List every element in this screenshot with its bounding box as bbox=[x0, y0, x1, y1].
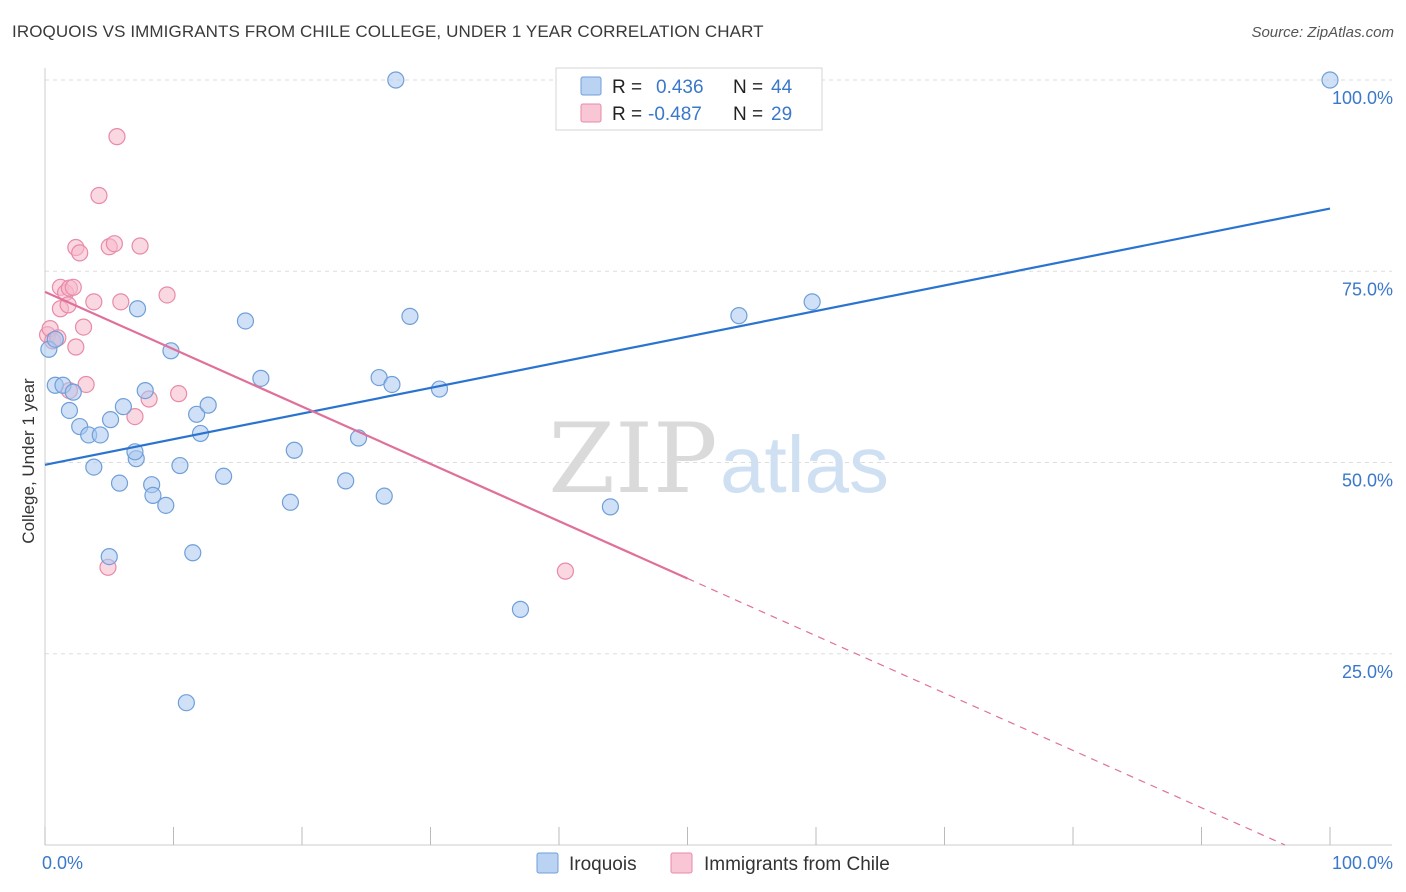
iroquois-point bbox=[110, 474, 129, 492]
legend-r-value: -0.487 bbox=[648, 104, 702, 125]
chile-point bbox=[158, 286, 176, 304]
iroquois-point bbox=[1321, 71, 1339, 89]
iroquois-point bbox=[46, 330, 64, 348]
iroquois-point bbox=[101, 411, 120, 429]
legend-box: R = 0.436 N = 44 R = -0.487 N = 29 bbox=[555, 67, 823, 131]
iroquois-point bbox=[199, 396, 217, 414]
chile-point bbox=[64, 278, 82, 296]
y-tick-label: 75.0% bbox=[1342, 279, 1393, 299]
iroquois-points bbox=[40, 71, 1339, 712]
bottom-legend-label-chile: Immigrants from Chile bbox=[704, 854, 890, 875]
iroquois-point bbox=[188, 405, 206, 423]
iroquois-point bbox=[144, 486, 162, 504]
chile-point bbox=[71, 244, 89, 262]
trend-lines bbox=[44, 207, 1331, 846]
bottom-legend: Iroquois Immigrants from Chile bbox=[536, 852, 890, 875]
chile-point bbox=[105, 235, 123, 253]
iroquois-point bbox=[157, 496, 175, 514]
chile-point bbox=[85, 293, 103, 311]
bottom-legend-label-iroquois: Iroquois bbox=[569, 854, 637, 875]
iroquois-point bbox=[114, 398, 132, 416]
watermark-zip: ZIP bbox=[548, 403, 717, 515]
legend-r-label: R = bbox=[612, 77, 642, 98]
chile-point bbox=[556, 562, 575, 580]
y-tick-label: 25.0% bbox=[1342, 662, 1393, 682]
chile-point bbox=[74, 318, 93, 336]
iroquois-point bbox=[64, 383, 82, 401]
x-tick-label: 100.0% bbox=[1332, 853, 1393, 873]
chile-point bbox=[108, 128, 126, 146]
tick-labels: 25.0% 50.0% 75.0% 100.0% 0.0% 100.0% bbox=[42, 88, 1393, 873]
iroquois-point bbox=[91, 426, 109, 444]
iroquois-point bbox=[803, 293, 821, 311]
legend-swatch-chile bbox=[580, 103, 602, 123]
legend-n-label: N = bbox=[733, 104, 763, 125]
iroquois-point bbox=[85, 458, 103, 476]
iroquois-point bbox=[171, 456, 189, 475]
iroquois-point bbox=[60, 401, 79, 420]
legend-n-value: 44 bbox=[771, 77, 793, 98]
iroquois-point bbox=[128, 300, 147, 318]
chile-point bbox=[112, 293, 130, 311]
iroquois-point bbox=[387, 71, 405, 89]
chart-title: IROQUOIS VS IMMIGRANTS FROM CHILE COLLEG… bbox=[12, 22, 764, 41]
iroquois-trend-line bbox=[44, 207, 1331, 466]
iroquois-point bbox=[511, 600, 530, 618]
iroquois-point bbox=[136, 381, 154, 400]
chile-point bbox=[90, 186, 108, 205]
iroquois-point bbox=[236, 312, 255, 330]
grid-lines bbox=[45, 79, 1392, 655]
iroquois-point bbox=[281, 493, 300, 511]
chile-point bbox=[131, 237, 149, 255]
chile-trend-line bbox=[44, 290, 688, 580]
immigrants-from-chile-points bbox=[38, 128, 575, 580]
legend-r-value: 0.436 bbox=[656, 77, 704, 98]
legend-swatch-iroquois bbox=[580, 76, 602, 96]
watermark-atlas: atlas bbox=[720, 420, 889, 509]
iroquois-point bbox=[337, 472, 355, 490]
legend-n-value: 29 bbox=[771, 104, 792, 125]
chile-trend-line-dashed bbox=[687, 577, 1286, 846]
iroquois-point bbox=[252, 369, 270, 387]
iroquois-point bbox=[184, 544, 202, 562]
legend-n-label: N = bbox=[733, 77, 763, 98]
iroquois-point bbox=[383, 375, 401, 394]
iroquois-point bbox=[375, 487, 393, 505]
chile-point bbox=[170, 385, 188, 403]
bottom-legend-swatch-chile bbox=[670, 852, 693, 874]
iroquois-point bbox=[285, 441, 303, 459]
source-label: Source: ZipAtlas.com bbox=[1251, 24, 1394, 41]
y-axis-label: College, Under 1 year bbox=[19, 378, 38, 544]
iroquois-point bbox=[401, 307, 419, 325]
bottom-legend-swatch-iroquois bbox=[536, 852, 559, 874]
iroquois-point bbox=[100, 547, 118, 566]
iroquois-point bbox=[177, 694, 195, 712]
chile-point bbox=[67, 338, 85, 356]
watermark: ZIP atlas bbox=[548, 403, 889, 515]
y-tick-label: 100.0% bbox=[1332, 88, 1393, 108]
chile-point bbox=[126, 408, 144, 426]
iroquois-point bbox=[215, 467, 233, 485]
iroquois-point bbox=[430, 380, 449, 398]
axes bbox=[44, 68, 1392, 846]
legend-r-label: R = bbox=[612, 104, 642, 125]
x-tick-label: 0.0% bbox=[42, 853, 83, 873]
y-tick-label: 50.0% bbox=[1342, 471, 1393, 491]
chile-point bbox=[77, 375, 95, 394]
iroquois-point bbox=[601, 498, 620, 516]
iroquois-point bbox=[730, 307, 748, 325]
